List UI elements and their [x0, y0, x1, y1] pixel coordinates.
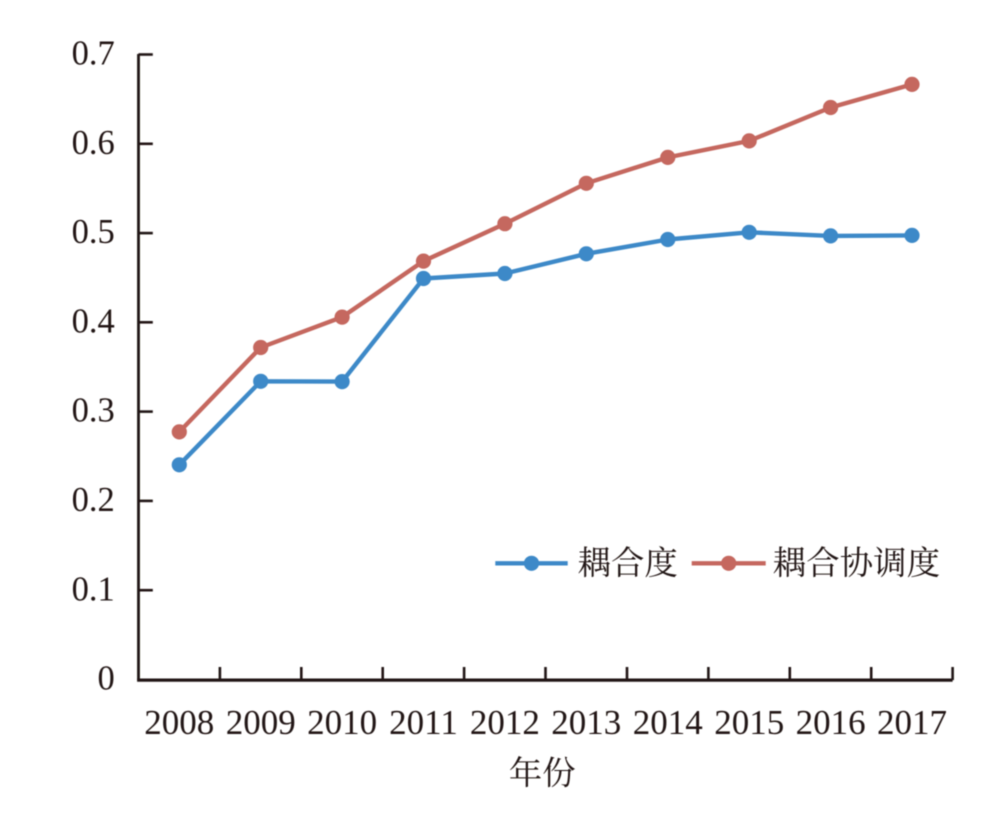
svg-text:2017: 2017 — [877, 703, 947, 742]
svg-text:2009: 2009 — [226, 703, 296, 742]
svg-text:0: 0 — [97, 660, 114, 698]
svg-text:0.1: 0.1 — [72, 570, 115, 608]
svg-text:2016: 2016 — [796, 703, 866, 742]
svg-text:2015: 2015 — [714, 703, 784, 742]
svg-text:2010: 2010 — [307, 703, 377, 742]
svg-text:2014: 2014 — [633, 703, 703, 742]
svg-text:0.3: 0.3 — [72, 392, 115, 430]
svg-text:2012: 2012 — [470, 703, 540, 742]
svg-text:0.5: 0.5 — [72, 213, 115, 251]
svg-text:2013: 2013 — [551, 703, 621, 742]
svg-text:2011: 2011 — [389, 703, 458, 742]
svg-text:0.4: 0.4 — [72, 302, 115, 340]
svg-text:0.2: 0.2 — [72, 481, 115, 519]
svg-text:0.7: 0.7 — [72, 35, 115, 73]
svg-text:0.6: 0.6 — [72, 124, 115, 162]
svg-text:2008: 2008 — [144, 703, 214, 742]
